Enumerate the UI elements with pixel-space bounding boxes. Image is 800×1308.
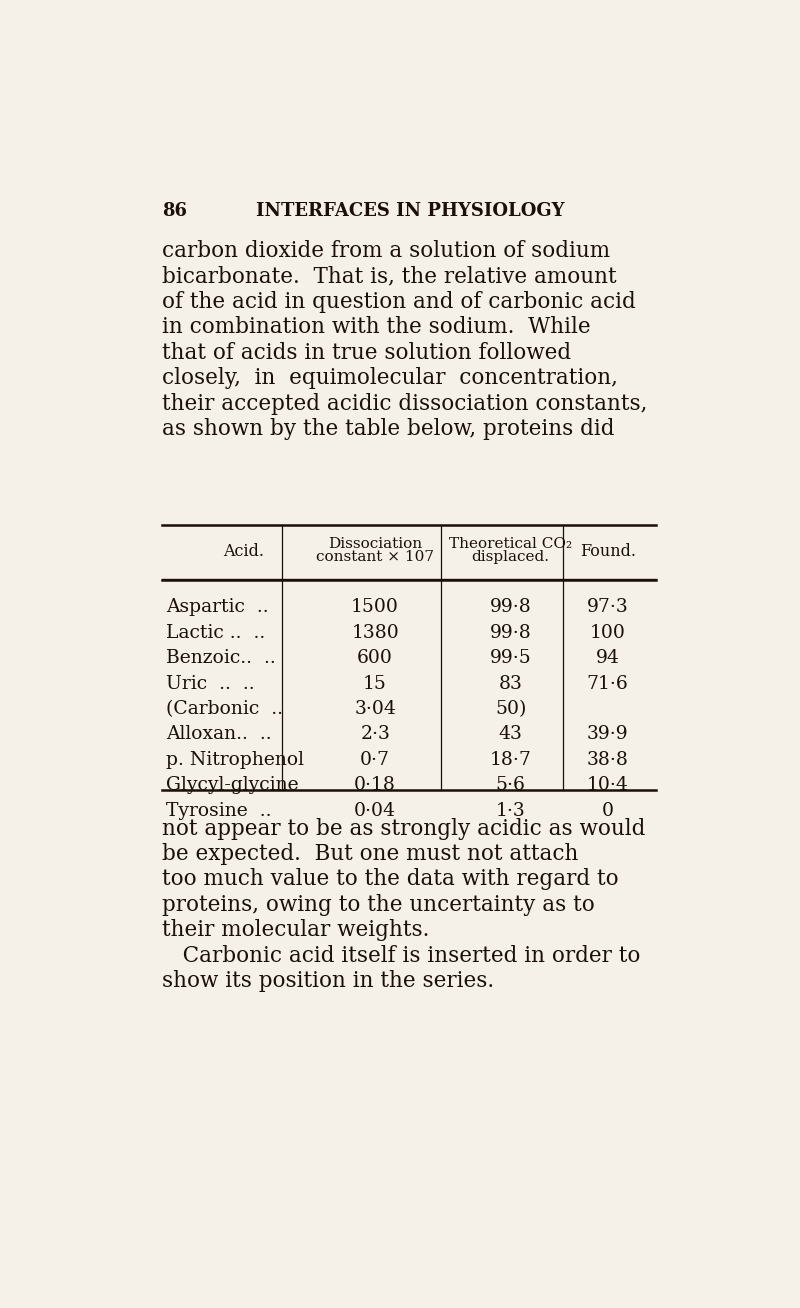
Text: Acid.: Acid. [223, 543, 264, 560]
Text: Theoretical CO₂: Theoretical CO₂ [449, 538, 572, 551]
Text: that of acids in true solution followed: that of acids in true solution followed [162, 341, 571, 364]
Text: 0·7: 0·7 [360, 751, 390, 769]
Text: Dissociation: Dissociation [328, 538, 422, 551]
Text: 2·3: 2·3 [360, 726, 390, 743]
Text: Uric  ..  ..: Uric .. .. [166, 675, 254, 693]
Text: of the acid in question and of carbonic acid: of the acid in question and of carbonic … [162, 290, 636, 313]
Text: show its position in the series.: show its position in the series. [162, 971, 494, 991]
Text: 97·3: 97·3 [586, 599, 629, 616]
Text: 99·8: 99·8 [490, 624, 532, 642]
Text: 18·7: 18·7 [490, 751, 532, 769]
Text: 94: 94 [596, 649, 619, 667]
Text: closely,  in  equimolecular  concentration,: closely, in equimolecular concentration, [162, 368, 618, 390]
Text: be expected.  But one must not attach: be expected. But one must not attach [162, 844, 578, 865]
Text: 39·9: 39·9 [587, 726, 629, 743]
Text: their molecular weights.: their molecular weights. [162, 920, 430, 942]
Text: p. Nitrophenol: p. Nitrophenol [166, 751, 304, 769]
Text: 43: 43 [499, 726, 522, 743]
Text: 1500: 1500 [351, 599, 399, 616]
Text: 600: 600 [357, 649, 393, 667]
Text: Carbonic acid itself is inserted in order to: Carbonic acid itself is inserted in orde… [162, 944, 640, 967]
Text: constant × 107: constant × 107 [316, 551, 434, 564]
Text: 99·8: 99·8 [490, 599, 532, 616]
Text: Tyrosine  ..: Tyrosine .. [166, 802, 271, 820]
Text: Glycyl-glycine: Glycyl-glycine [166, 776, 298, 794]
Text: 83: 83 [499, 675, 522, 693]
Text: (Carbonic  ..: (Carbonic .. [166, 700, 283, 718]
Text: 50): 50) [495, 700, 526, 718]
Text: 38·8: 38·8 [586, 751, 629, 769]
Text: 10·4: 10·4 [586, 776, 629, 794]
Text: displaced.: displaced. [472, 551, 550, 564]
Text: 0·18: 0·18 [354, 776, 396, 794]
Text: 15: 15 [363, 675, 387, 693]
Text: in combination with the sodium.  While: in combination with the sodium. While [162, 317, 590, 339]
Text: Aspartic  ..: Aspartic .. [166, 599, 269, 616]
Text: Benzoic..  ..: Benzoic.. .. [166, 649, 276, 667]
Text: INTERFACES IN PHYSIOLOGY: INTERFACES IN PHYSIOLOGY [256, 201, 564, 220]
Text: 1·3: 1·3 [496, 802, 526, 820]
Text: 0·04: 0·04 [354, 802, 396, 820]
Text: their accepted acidic dissociation constants,: their accepted acidic dissociation const… [162, 392, 647, 415]
Text: bicarbonate.  That is, the relative amount: bicarbonate. That is, the relative amoun… [162, 266, 617, 288]
Text: 5·6: 5·6 [496, 776, 526, 794]
Text: proteins, owing to the uncertainty as to: proteins, owing to the uncertainty as to [162, 893, 594, 916]
Text: carbon dioxide from a solution of sodium: carbon dioxide from a solution of sodium [162, 241, 610, 262]
Text: 1380: 1380 [351, 624, 399, 642]
Text: 100: 100 [590, 624, 626, 642]
Text: 86: 86 [162, 201, 187, 220]
Text: not appear to be as strongly acidic as would: not appear to be as strongly acidic as w… [162, 818, 646, 840]
Text: 0: 0 [602, 802, 614, 820]
Text: Alloxan..  ..: Alloxan.. .. [166, 726, 271, 743]
Text: 99·5: 99·5 [490, 649, 532, 667]
Text: as shown by the table below, proteins did: as shown by the table below, proteins di… [162, 419, 614, 439]
Text: 71·6: 71·6 [586, 675, 629, 693]
Text: Lactic ..  ..: Lactic .. .. [166, 624, 265, 642]
Text: 3·04: 3·04 [354, 700, 396, 718]
Text: too much value to the data with regard to: too much value to the data with regard t… [162, 869, 618, 891]
Text: Found.: Found. [580, 543, 636, 560]
